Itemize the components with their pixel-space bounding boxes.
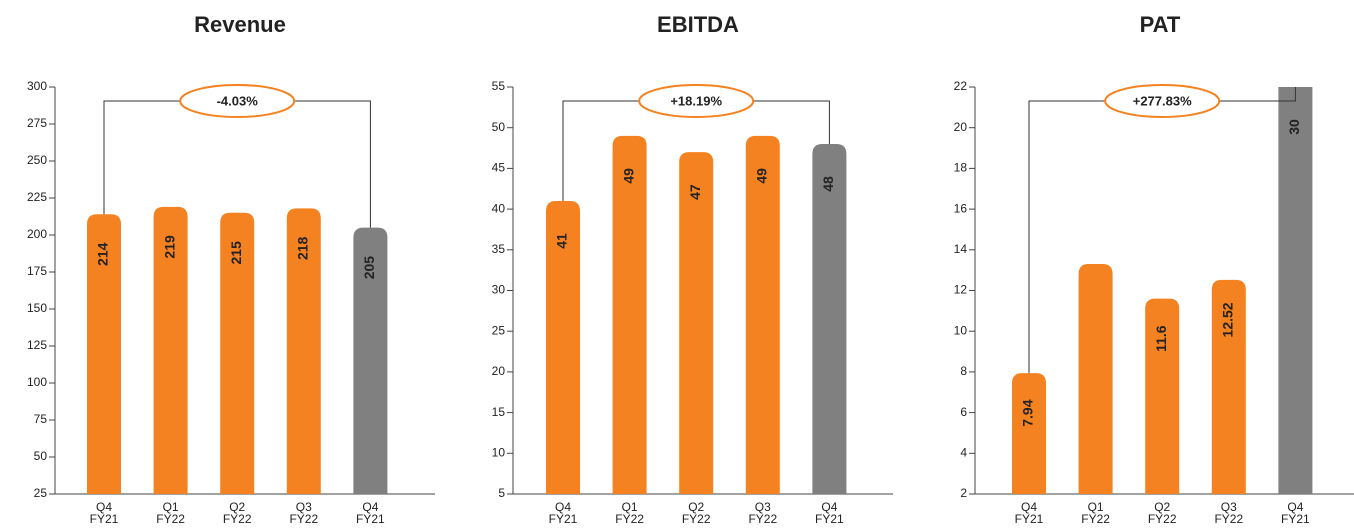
- value-label: 48: [820, 176, 836, 192]
- bars: [546, 135, 847, 494]
- y-tick-label: 14: [954, 242, 968, 256]
- bar: [1278, 87, 1313, 494]
- value-label: 30: [1286, 119, 1302, 135]
- annotation-oval: [638, 84, 755, 118]
- value-label: 41: [554, 233, 570, 249]
- bar: [612, 135, 647, 494]
- y-tick-label: 25: [492, 323, 506, 337]
- y-tick-label: 50: [34, 449, 48, 463]
- value-label: 49: [754, 168, 770, 184]
- bar: [812, 143, 847, 494]
- y-tick-label: 12: [954, 283, 968, 297]
- bar: [1012, 373, 1046, 494]
- y-tick-label: 16: [954, 201, 968, 215]
- y-tick-label: 30: [492, 283, 506, 297]
- y-tick-label: 20: [492, 364, 506, 378]
- value-label: 205: [361, 256, 377, 280]
- x-tick-label: Q2 FY22: [682, 500, 711, 526]
- y-tick-label: 300: [27, 79, 47, 93]
- chart-title: PAT: [1140, 12, 1181, 37]
- value-label: 219: [161, 235, 177, 259]
- y-tick-label: 8: [960, 364, 967, 378]
- x-tick-label: Q4 FY21: [1281, 500, 1310, 526]
- bar: [1145, 298, 1180, 494]
- bar: [1078, 264, 1113, 494]
- y-tick-label: 15: [492, 405, 506, 419]
- bar: [153, 206, 188, 494]
- value-label: 49: [620, 168, 636, 184]
- panel: Revenue 25 50 75 100 125 150 175 200 225 250 275 300…: [27, 12, 435, 526]
- bar: [87, 214, 121, 494]
- panel: EBITDA 5 10 15 20 25 30 35 40 45 50 55 41 Q4 FY21 49 Q1 F…: [492, 12, 893, 526]
- y-tick-label: 50: [492, 120, 506, 134]
- y-tick-label: 45: [492, 161, 506, 175]
- y-tick-label: 40: [492, 201, 506, 215]
- panel: PAT 2 4 6 8 10 12 14 16 18 20 22 7.94 Q4 FY21 Q1 FY22 11.…: [954, 12, 1354, 526]
- y-tick-label: 75: [34, 412, 48, 426]
- x-tick-label: Q4 FY21: [1015, 500, 1044, 526]
- y-tick-label: 55: [492, 79, 506, 93]
- bar: [220, 212, 255, 494]
- x-tick-label: Q2 FY22: [223, 500, 252, 526]
- x-tick-label: Q4 FY21: [90, 500, 119, 526]
- x-tick-label: Q4 FY21: [356, 500, 385, 526]
- chart-title: EBITDA: [657, 12, 739, 37]
- y-tick-label: 25: [34, 486, 48, 500]
- bar: [286, 208, 321, 494]
- x-tick-label: Q3 FY22: [1214, 500, 1243, 526]
- x-tick-label: Q4 FY21: [815, 500, 844, 526]
- y-tick-label: 200: [27, 227, 47, 241]
- y-tick-label: 125: [27, 338, 47, 352]
- y-tick-label: 100: [27, 375, 47, 389]
- value-label: 214: [95, 242, 111, 266]
- bracket: [103, 100, 371, 228]
- y-tick-label: 175: [27, 264, 47, 278]
- annotation: +18.19%: [670, 93, 722, 108]
- value-label: 7.94: [1020, 399, 1036, 426]
- bars: [1012, 87, 1313, 494]
- x-tick-label: Q1 FY22: [615, 500, 644, 526]
- annotation: -4.03%: [217, 93, 259, 108]
- x-tick-label: Q1 FY22: [1081, 500, 1110, 526]
- y-tick-label: 22: [954, 79, 968, 93]
- value-label: 218: [295, 236, 311, 260]
- annotation-oval: [1104, 84, 1221, 118]
- x-tick-label: Q2 FY22: [1148, 500, 1177, 526]
- value-label: 11.6: [1153, 325, 1169, 352]
- bar: [679, 152, 714, 494]
- x-tick-label: Q3 FY22: [748, 500, 777, 526]
- x-tick-label: Q3 FY22: [289, 500, 318, 526]
- bar: [546, 200, 580, 494]
- value-label: 12.52: [1220, 302, 1236, 337]
- y-tick-label: 275: [27, 116, 47, 130]
- y-tick-label: 10: [492, 445, 506, 459]
- y-tick-label: 6: [960, 405, 967, 419]
- y-tick-label: 150: [27, 301, 47, 315]
- x-tick-label: Q4 FY21: [549, 500, 578, 526]
- y-tick-label: 18: [954, 161, 968, 175]
- annotation-oval: [179, 84, 296, 118]
- y-tick-label: 10: [954, 323, 968, 337]
- x-tick-label: Q1 FY22: [156, 500, 185, 526]
- bar: [353, 227, 388, 494]
- annotation: +277.83%: [1133, 93, 1192, 108]
- y-tick-label: 225: [27, 190, 47, 204]
- y-tick-label: 2: [960, 486, 967, 500]
- y-tick-label: 35: [492, 242, 506, 256]
- chart-title: Revenue: [194, 12, 286, 37]
- y-tick-label: 5: [498, 486, 505, 500]
- bar: [745, 135, 780, 494]
- y-tick-label: 4: [960, 445, 967, 459]
- bars: [87, 206, 388, 494]
- value-label: 215: [228, 241, 244, 265]
- bar: [1211, 279, 1246, 494]
- value-label: 47: [687, 184, 703, 200]
- y-tick-label: 20: [954, 120, 968, 134]
- y-tick-label: 250: [27, 153, 47, 167]
